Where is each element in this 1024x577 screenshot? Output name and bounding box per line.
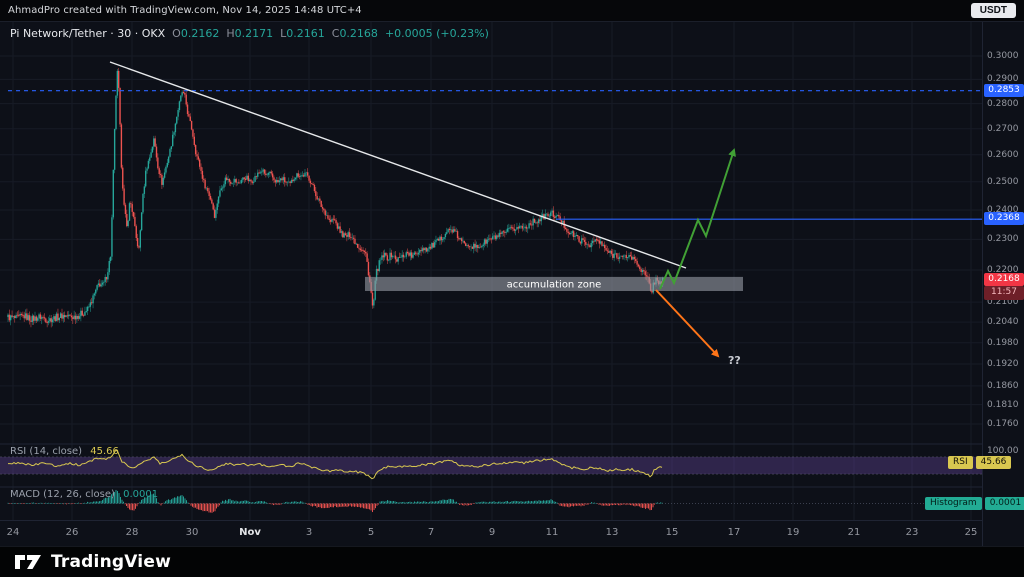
price-tick: 0.2300 <box>987 234 1019 244</box>
high-value: 0.2171 <box>234 27 274 40</box>
price-tick: 0.2200 <box>987 265 1019 275</box>
macd-plate-label: Histogram <box>925 497 982 511</box>
price-tick: 0.3000 <box>987 51 1019 61</box>
price-tick: 0.2800 <box>987 99 1019 109</box>
time-tick: 19 <box>786 527 800 538</box>
time-tick: 13 <box>605 527 619 538</box>
attribution-text: AhmadPro created with TradingView.com, N… <box>8 5 362 16</box>
time-tick: 3 <box>305 527 313 538</box>
close-value: 0.2168 <box>339 27 378 40</box>
price-tick: 0.2700 <box>987 124 1019 134</box>
time-tick: 25 <box>964 527 978 538</box>
time-tick: Nov <box>239 527 261 538</box>
rsi-legend: RSI (14, close) 45.66 <box>10 446 119 457</box>
time-axis[interactable]: 24 26 28 30 Nov 3 5 7 9 11 13 15 17 19 21 23 25 <box>0 520 982 546</box>
symbol-title: Pi Network/Tether · 30 · OKX <box>10 27 166 40</box>
price-badge: 0.2368 <box>984 212 1024 226</box>
time-tick: 9 <box>488 527 496 538</box>
price-tick: 0.2100 <box>987 297 1019 307</box>
macd-indicator-name: MACD (12, 26, close) <box>10 489 115 500</box>
time-tick: 23 <box>905 527 919 538</box>
rsi-plate-label: RSI <box>948 456 973 470</box>
top-bar: AhmadPro created with TradingView.com, N… <box>0 0 1024 22</box>
rsi-axis-plates: RSI 45.66 <box>948 456 1012 470</box>
open-value: 0.2162 <box>180 27 220 40</box>
brand-name[interactable]: TradingView <box>51 552 171 572</box>
macd-indicator-value: 0.0001 <box>123 489 159 500</box>
price-tick: 0.1920 <box>987 359 1019 369</box>
macd-plate-value: 0.0001 <box>984 497 1024 511</box>
price-tick: 0.2600 <box>987 150 1019 160</box>
currency-toggle-button[interactable]: USDT <box>970 3 1016 18</box>
change-value: +0.0005 (+0.23%) <box>384 27 489 40</box>
macd-axis-plates: Histogram 0.0001 <box>925 497 1024 511</box>
time-tick: 15 <box>665 527 679 538</box>
macd-legend: MACD (12, 26, close) 0.0001 <box>10 489 158 500</box>
rsi-indicator-name: RSI (14, close) <box>10 446 83 457</box>
time-tick: 5 <box>367 527 375 538</box>
time-tick: 24 <box>6 527 20 538</box>
symbol-legend: Pi Network/Tether · 30 · OKX O 0.2162 H 0.… <box>10 27 489 40</box>
rsi-plate-value: 45.66 <box>975 456 1012 470</box>
price-tick: 0.1860 <box>987 381 1019 391</box>
close-label: C <box>331 27 340 40</box>
price-tick: 0.2400 <box>987 205 1019 215</box>
rsi-scale-tick: 100.00 <box>987 446 1019 456</box>
time-tick: 17 <box>727 527 741 538</box>
low-value: 0.2161 <box>286 27 325 40</box>
price-tick: 0.2500 <box>987 177 1019 187</box>
tradingview-logo-icon[interactable] <box>14 552 42 572</box>
time-tick: 11 <box>545 527 559 538</box>
price-tick: 0.1980 <box>987 338 1019 348</box>
svg-text:??: ?? <box>728 354 741 367</box>
high-label: H <box>226 27 235 40</box>
candle-countdown: 11:57 <box>984 286 1024 300</box>
low-label: L <box>280 27 287 40</box>
price-tick: 0.1760 <box>987 419 1019 429</box>
price-badge: 0.2168 11:57 <box>984 273 1024 300</box>
svg-text:accumulation zone: accumulation zone <box>507 280 602 291</box>
time-tick: 21 <box>847 527 861 538</box>
time-tick: 30 <box>185 527 199 538</box>
brand-bar: TradingView <box>0 546 1024 577</box>
time-tick: 28 <box>125 527 139 538</box>
price-badge: 0.2853 <box>984 84 1024 98</box>
time-tick: 26 <box>65 527 79 538</box>
price-tick: 0.1810 <box>987 400 1019 410</box>
price-tick: 0.2040 <box>987 317 1019 327</box>
rsi-indicator-value: 45.66 <box>90 446 119 457</box>
open-label: O <box>172 27 181 40</box>
price-tick: 0.2900 <box>987 74 1019 84</box>
time-tick: 7 <box>427 527 435 538</box>
